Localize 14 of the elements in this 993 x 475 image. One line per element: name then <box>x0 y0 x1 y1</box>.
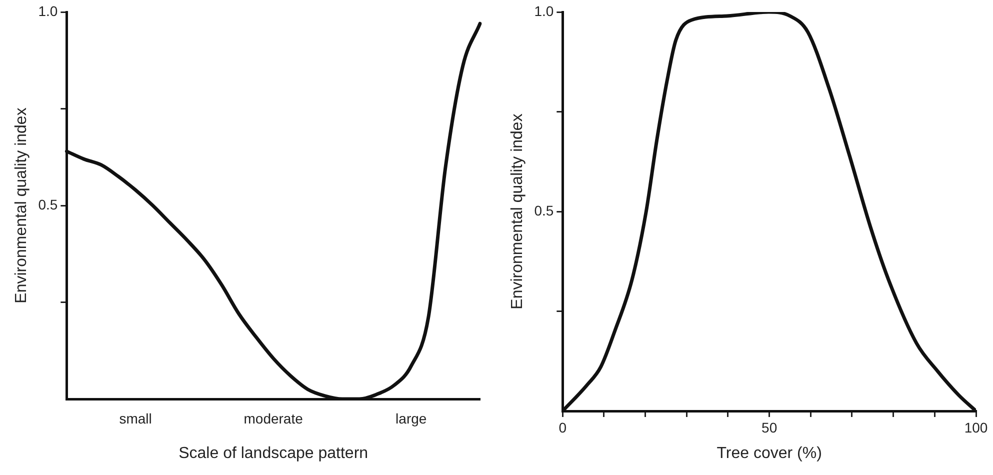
x-tick-label: small <box>119 410 152 426</box>
x-axis-title: Scale of landscape pattern <box>178 444 368 462</box>
x-tick-label: moderate <box>244 410 304 426</box>
x-tick-label: 50 <box>762 419 778 436</box>
x-tick-label: 100 <box>964 419 988 436</box>
x-tick-label: 0 <box>558 419 567 436</box>
y-axis-title: Environmental quality index <box>509 114 526 310</box>
x-axis-title: Tree cover (%) <box>716 444 822 462</box>
y-tick-label: 1.0 <box>38 2 58 19</box>
y-tick-label: 0.5 <box>534 202 554 218</box>
y-axis-title: Environmental quality index <box>13 108 30 304</box>
x-tick-label: large <box>396 410 427 426</box>
y-tick-label: 0.5 <box>38 196 58 212</box>
y-tick-label: 1.0 <box>534 2 554 19</box>
